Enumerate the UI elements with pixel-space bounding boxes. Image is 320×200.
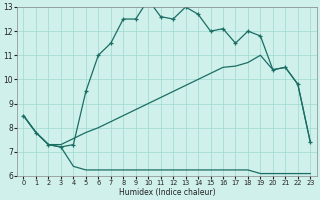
X-axis label: Humidex (Indice chaleur): Humidex (Indice chaleur) [119, 188, 215, 197]
